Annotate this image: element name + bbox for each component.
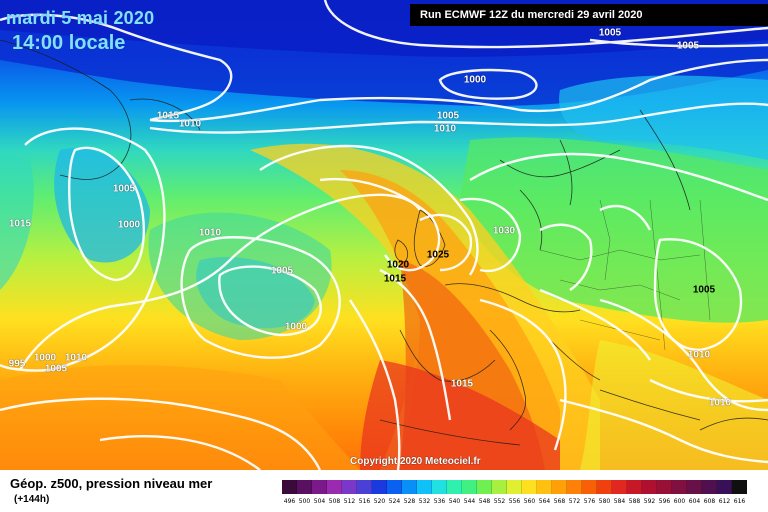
color-scale-swatch [492, 480, 507, 494]
color-scale-tick: 616 [733, 498, 746, 505]
color-scale-swatch [387, 480, 402, 494]
color-scale-tick: 528 [403, 498, 416, 505]
color-scale-tick: 504 [313, 498, 326, 505]
color-scale-swatch [477, 480, 492, 494]
isobar-label: 1010 [433, 123, 457, 135]
color-scale-tick: 576 [583, 498, 596, 505]
color-scale-swatch [627, 480, 642, 494]
isobar-label: 1005 [112, 183, 136, 195]
color-scale-tick: 536 [433, 498, 446, 505]
isobar-label: 1005 [436, 110, 460, 122]
isobar-label: 1000 [33, 352, 57, 364]
color-scale-swatch [432, 480, 447, 494]
isobar-label: 1015 [383, 273, 407, 285]
isobar-label: 1015 [156, 110, 180, 122]
weather-map: 1005 1005 1000 1005 1010 1015 1010 1005 … [0, 0, 768, 470]
lead-time-label: (+144h) [14, 494, 50, 505]
color-scale-swatch [567, 480, 582, 494]
color-scale-tick: 556 [508, 498, 521, 505]
color-scale-swatch [522, 480, 537, 494]
color-scale-tick: 524 [388, 498, 401, 505]
color-scale-swatch [417, 480, 432, 494]
isobar-label: 1010 [198, 227, 222, 239]
isobar-label: 1005 [692, 284, 716, 296]
isobar-label: 1005 [676, 40, 700, 52]
color-scale-swatch [582, 480, 597, 494]
color-scale-swatch [657, 480, 672, 494]
color-scale-swatch [537, 480, 552, 494]
color-scale-tick: 580 [598, 498, 611, 505]
color-scale-swatch [312, 480, 327, 494]
color-scale-tick: 596 [658, 498, 671, 505]
isobar-label: 1000 [463, 74, 487, 86]
color-scale-tick: 520 [373, 498, 386, 505]
model-run-info: Run ECMWF 12Z du mercredi 29 avril 2020 [410, 4, 768, 26]
isobar-label: 1025 [426, 249, 450, 261]
isobar-label: 1015 [450, 378, 474, 390]
color-scale-tick: 564 [538, 498, 551, 505]
color-scale-swatch [642, 480, 657, 494]
isobar-label: 1010 [708, 397, 732, 409]
isobar-label: 1000 [117, 219, 141, 231]
color-scale-tick: 540 [448, 498, 461, 505]
color-scale-tick: 548 [478, 498, 491, 505]
color-scale-tick: 600 [673, 498, 686, 505]
isobar-label: 1010 [687, 349, 711, 361]
isobar-label: 1030 [492, 225, 516, 237]
isobar-label: 995 [8, 358, 26, 370]
color-scale-swatch [552, 480, 567, 494]
color-scale-tick: 588 [628, 498, 641, 505]
color-scale-labels: 496 500 504 508 512 516 520 524 528 532 536 540 544 5… [282, 498, 747, 505]
isobar-label: 1010 [64, 352, 88, 364]
color-scale-swatch [357, 480, 372, 494]
legend-bar: Géop. z500, pression niveau mer (+144h) … [0, 470, 768, 512]
color-scale-swatch [402, 480, 417, 494]
parameter-label: Géop. z500, pression niveau mer [10, 476, 213, 491]
color-scale-tick: 500 [298, 498, 311, 505]
color-scale-tick: 508 [328, 498, 341, 505]
isobar-label: 1005 [44, 363, 68, 375]
color-scale-swatch [447, 480, 462, 494]
color-scale-swatch [282, 480, 297, 494]
color-scale-tick: 604 [688, 498, 701, 505]
isobar-label: 1005 [598, 27, 622, 39]
color-scale-swatch [612, 480, 627, 494]
color-scale-tick: 532 [418, 498, 431, 505]
color-scale-tick: 592 [643, 498, 656, 505]
color-scale-swatch [717, 480, 732, 494]
forecast-date: mardi 5 mai 2020 [6, 8, 155, 28]
color-scale-tick: 544 [463, 498, 476, 505]
isobar-label: 1005 [270, 265, 294, 277]
color-scale-swatch [687, 480, 702, 494]
isobar-label: 1010 [178, 118, 202, 130]
color-scale-swatch [597, 480, 612, 494]
color-scale-tick: 496 [283, 498, 296, 505]
color-scale-tick: 560 [523, 498, 536, 505]
color-scale-tick: 584 [613, 498, 626, 505]
forecast-local-time: 14:00 locale [12, 32, 126, 54]
color-scale [282, 480, 747, 494]
copyright-notice: Copyright 2020 Meteociel.fr [350, 456, 481, 467]
color-scale-swatch [507, 480, 522, 494]
color-scale-tick: 572 [568, 498, 581, 505]
color-scale-tick: 552 [493, 498, 506, 505]
color-scale-swatch [462, 480, 477, 494]
color-scale-swatch [732, 480, 747, 494]
color-scale-swatch [342, 480, 357, 494]
color-scale-swatch [297, 480, 312, 494]
color-scale-tick: 516 [358, 498, 371, 505]
color-scale-swatch [672, 480, 687, 494]
color-scale-tick: 608 [703, 498, 716, 505]
map-graphic [0, 0, 768, 470]
isobar-label: 1000 [284, 321, 308, 333]
isobar-label: 1020 [386, 259, 410, 271]
color-scale-swatch [327, 480, 342, 494]
color-scale-tick: 612 [718, 498, 731, 505]
color-scale-swatch [372, 480, 387, 494]
isobar-label: 1015 [8, 218, 32, 230]
color-scale-tick: 512 [343, 498, 356, 505]
color-scale-tick: 568 [553, 498, 566, 505]
color-scale-swatch [702, 480, 717, 494]
